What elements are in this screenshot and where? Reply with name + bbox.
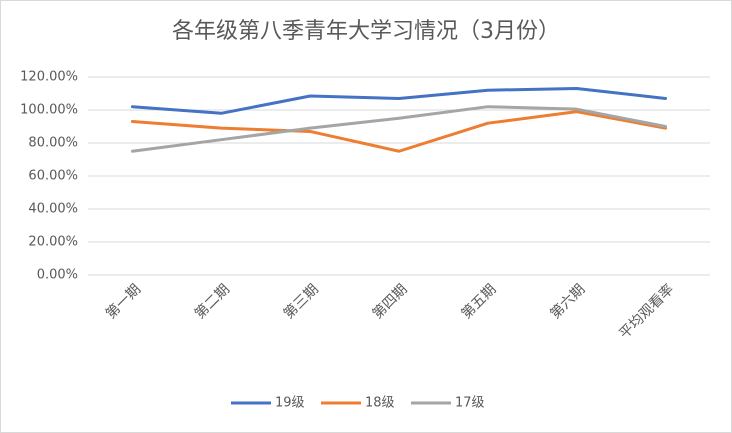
y-tick-label: 80.00% bbox=[28, 136, 78, 151]
y-tick-label: 60.00% bbox=[28, 169, 78, 184]
chart-title: 各年级第八季青年大学习情况（3月份） bbox=[172, 19, 560, 44]
series-line bbox=[130, 110, 668, 153]
y-tick-label: 100.00% bbox=[20, 103, 78, 118]
y-tick-label: 40.00% bbox=[28, 202, 78, 217]
legend-label: 18级 bbox=[365, 396, 395, 411]
y-tick-label: 20.00% bbox=[28, 235, 78, 250]
series-line bbox=[130, 105, 668, 153]
legend-label: 19级 bbox=[275, 396, 305, 411]
y-tick-label: 120.00% bbox=[20, 70, 78, 85]
y-tick-label: 0.00% bbox=[37, 268, 78, 283]
legend-label: 17级 bbox=[455, 396, 485, 411]
series-line bbox=[130, 87, 668, 115]
